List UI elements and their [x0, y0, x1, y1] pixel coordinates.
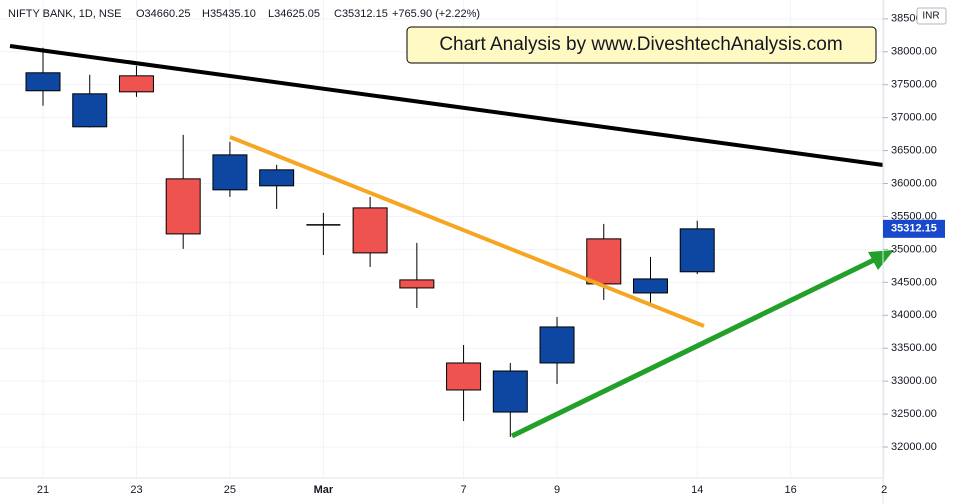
last-price-box: [883, 219, 945, 238]
candle-body: [259, 169, 295, 187]
y-tick-label: 35000.00: [891, 243, 937, 255]
x-tick-label: 21: [37, 484, 49, 496]
y-tick-label: 38000.00: [891, 46, 937, 58]
y-tick-label: 33000.00: [891, 375, 937, 387]
ohlc-low: L34625.05: [268, 8, 320, 20]
symbol: NIFTY BANK, 1D, NSE: [8, 8, 122, 20]
candle-body: [212, 154, 248, 191]
candle-body: [352, 207, 388, 254]
trend-line: [229, 135, 705, 328]
candle-body: [399, 279, 435, 289]
x-tick-label: 14: [691, 484, 703, 496]
x-tick-label: 25: [224, 484, 236, 496]
candle-body: [632, 278, 668, 294]
axes: 32000.00 32500.00 33000.00 33500.00 34000.00…: [37, 13, 945, 496]
ohlc-close: C35312.15: [334, 8, 388, 20]
candle-body: [25, 72, 61, 92]
trend-line: [510, 254, 882, 439]
candles: [25, 47, 715, 438]
y-tick-label: 36000.00: [891, 177, 937, 189]
x-tick-label: 23: [130, 484, 142, 496]
x-tick-label: 9: [554, 484, 560, 496]
ohlc-open: O34660.25: [136, 8, 190, 20]
y-tick-label: 36500.00: [891, 144, 937, 156]
trend-lines: [9, 44, 894, 439]
annotation-box: [406, 26, 877, 64]
x-tick-label: Mar: [314, 484, 334, 496]
candle-body: [492, 370, 528, 413]
grid: [0, 0, 885, 478]
candle-body: [539, 326, 575, 364]
last-price-label: 35312.15: [891, 223, 937, 235]
x-tick-label: 7: [461, 484, 467, 496]
arrow-head: [868, 250, 894, 270]
candle-body: [679, 228, 715, 273]
y-tick-label: 32000.00: [891, 441, 937, 453]
x-tick-label: 16: [785, 484, 797, 496]
ohlc-high: H35435.10: [202, 8, 256, 20]
candle-body: [446, 362, 482, 391]
y-tick-label: 37500.00: [891, 79, 937, 91]
y-tick-label: 37000.00: [891, 112, 937, 124]
candle-body: [165, 178, 201, 235]
y-tick-label: 35500.00: [891, 210, 937, 222]
y-tick-label: 34000.00: [891, 309, 937, 321]
y-tick-label: 32500.00: [891, 408, 937, 420]
candle-body: [72, 93, 108, 128]
currency-box: [916, 7, 947, 25]
currency: INR: [922, 11, 939, 22]
y-tick-label: 34500.00: [891, 276, 937, 288]
candle-body: [118, 75, 154, 93]
annotation: Chart Analysis by www.DiveshtechAnalysis…: [439, 34, 842, 55]
change: +765.90 (+2.22%): [392, 8, 480, 20]
header: NIFTY BANK, 1D, NSE O34660.25 H35435.10 …: [8, 8, 480, 20]
y-tick-label: 33500.00: [891, 342, 937, 354]
x-tick-label: 2: [881, 484, 887, 496]
trend-line: [9, 44, 884, 167]
candle-body: [586, 238, 622, 285]
